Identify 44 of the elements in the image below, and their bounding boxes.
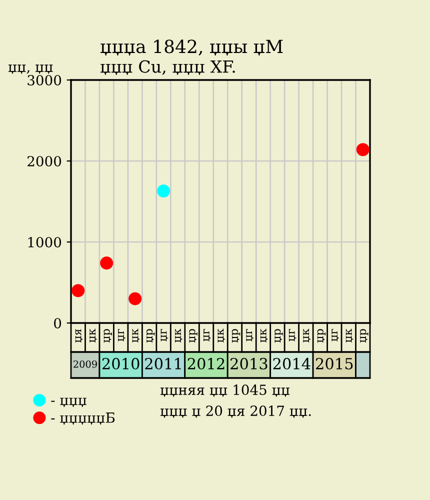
y-tick-label: 2000: [28, 156, 62, 166]
chart-subtitle: џџџ Cu, џџџ XF.: [100, 60, 235, 75]
text: 2012: [188, 358, 224, 370]
text: 2010: [102, 358, 140, 370]
x-tick-label: џк: [132, 328, 140, 342]
x-tick-label: џг: [204, 329, 211, 342]
point: [100, 256, 114, 270]
x-tick-label: џр: [189, 329, 198, 343]
text: 2014: [273, 358, 310, 370]
x-tick-label: џк: [303, 328, 311, 342]
point: [356, 143, 370, 156]
x-tick-label: џр: [146, 329, 155, 343]
x-tick-label: џг: [118, 329, 126, 342]
text: 2015: [316, 358, 353, 370]
x-tick-label: џг: [246, 329, 254, 342]
text: 2011: [145, 358, 181, 370]
x-tick-label: џр: [104, 329, 112, 343]
legend-label: - џџџџџБ: [51, 412, 115, 425]
x-tick-label: џр: [232, 329, 240, 343]
y-tick-label: 3000: [28, 74, 62, 86]
x-tick-label: џя: [75, 329, 83, 343]
text: 2009: [74, 360, 97, 368]
legend-label: - џџџ: [51, 398, 87, 407]
y-tick-label: 0: [54, 318, 62, 328]
x-tick-label: џр: [274, 329, 283, 343]
text: џџџ џ 20 џя 2017 џџ.: [160, 406, 311, 418]
x-tick-label: џр: [360, 329, 368, 343]
x-tick-label: џк: [175, 328, 182, 342]
y-tick-label: 1000: [28, 236, 62, 248]
x-tick-label: џг: [332, 329, 340, 342]
text: џџняя џџ 1045 џџ: [160, 384, 290, 397]
y-axis-title: џџ, џџ: [8, 64, 53, 74]
x-tick-label: џр: [317, 329, 326, 343]
point: [72, 284, 85, 298]
x-tick-label: џк: [90, 328, 97, 342]
x-tick-label: џк: [260, 328, 268, 342]
point: [128, 292, 142, 306]
text: 2013: [230, 358, 268, 370]
chart-title: џџџа 1842, џџы џМ: [100, 40, 283, 56]
x-tick-label: џг: [288, 329, 296, 342]
point: [157, 184, 170, 198]
x-tick-label: џк: [346, 328, 354, 342]
x-tick-label: џк: [218, 328, 226, 342]
x-tick-label: џг: [160, 329, 168, 342]
